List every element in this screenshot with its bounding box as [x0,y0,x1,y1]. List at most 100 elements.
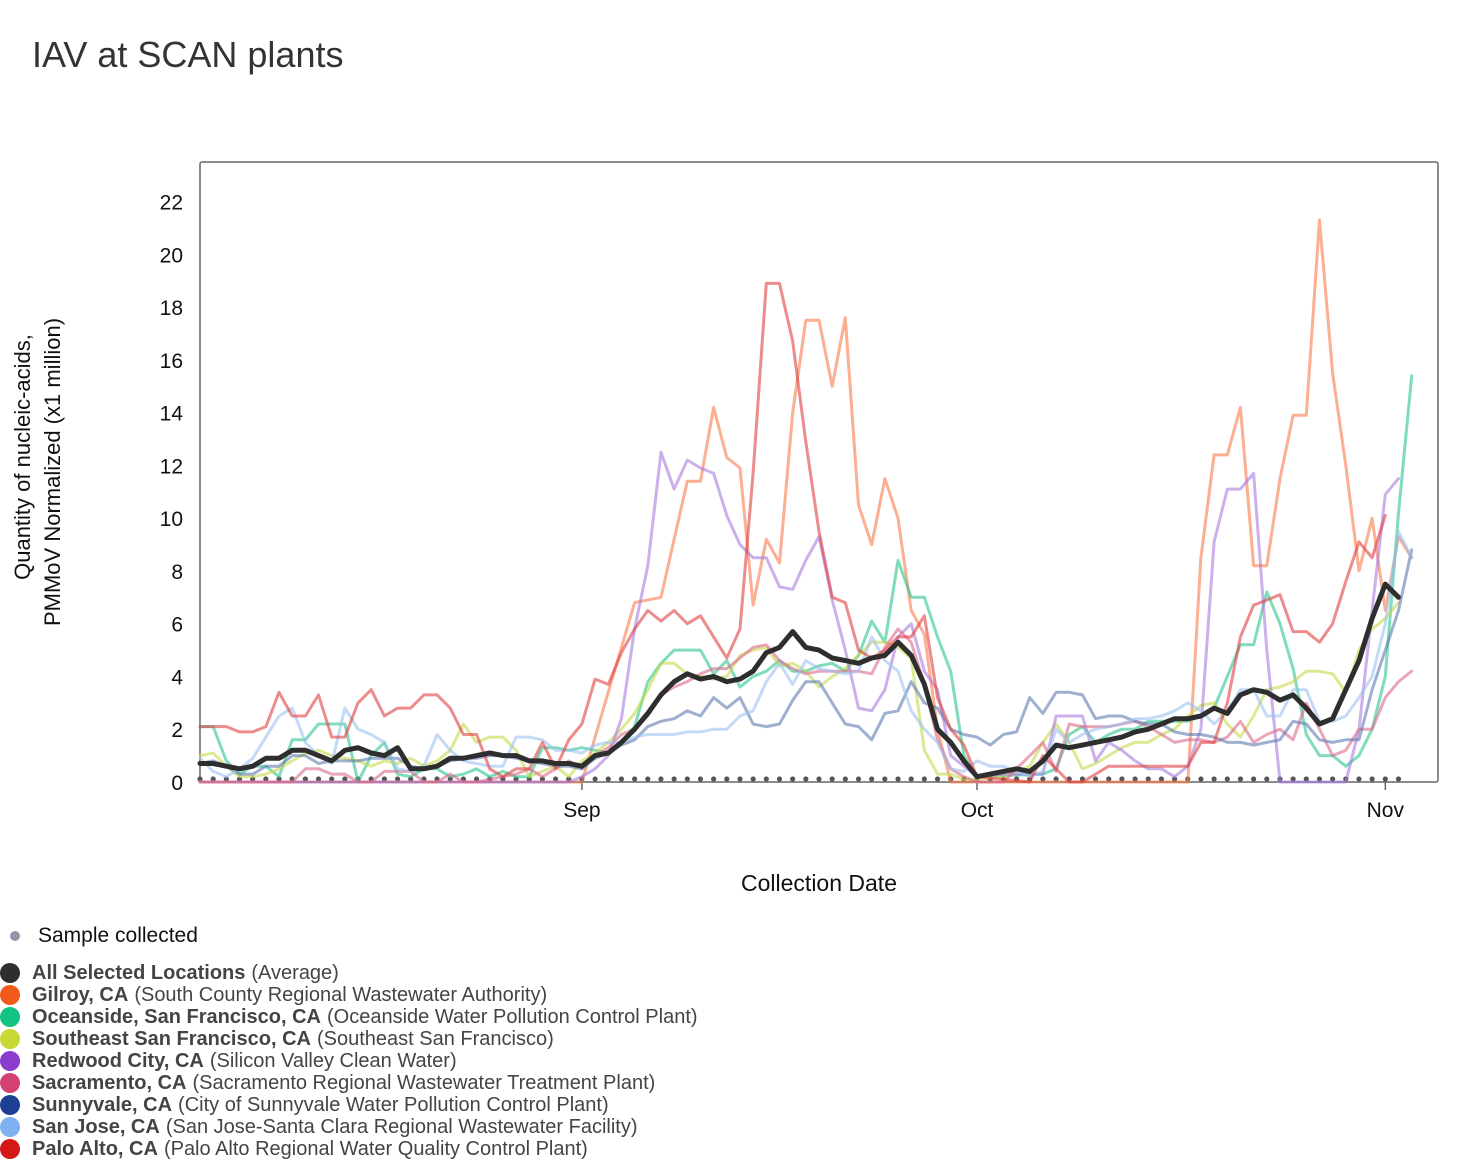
sample-collected-dot [895,776,901,782]
y-tick-label: 12 [160,455,183,478]
sample-collected-dot [803,776,809,782]
legend-swatch-icon [0,1051,20,1071]
legend-item-palo-alto-ca[interactable]: Palo Alto, CA (Palo Alto Regional Water Q… [0,1138,698,1160]
sample-collected-dot [658,776,664,782]
legend-swatch-icon [0,963,20,983]
sample-collected-dot [1264,776,1270,782]
sample-collected-dot [1171,776,1178,782]
plot-area [199,161,1439,783]
sample-collected-dot [790,776,796,782]
legend-location-detail: (San Jose-Santa Clara Regional Wastewate… [165,1116,638,1138]
y-tick-label: 6 [171,614,183,637]
sample-collected-dot [605,776,611,782]
y-tick-label: 18 [160,297,183,320]
sample-collected-dot [552,776,559,782]
x-tick-label: Oct [961,799,994,822]
y-tick-label: 10 [160,508,183,531]
sample-collected-dot [315,776,322,782]
y-tick-label: 22 [160,192,183,215]
series-line-palo-alto-ca[interactable] [198,281,1387,784]
sample-collected-dot [908,776,914,782]
legend-sample-collected[interactable]: Sample collected [10,922,198,950]
legend-location-detail: (Southeast San Francisco) [316,1028,554,1050]
legend-item-all-selected-locations[interactable]: All Selected Locations (Average) [0,962,698,984]
series-line-sunnyvale-ca[interactable] [198,548,1414,776]
sample-collected-dot [1158,776,1165,782]
line-chart: 0 2 4 6 8 10 12 14 16 18 20 22 Sep Oct Nov Quantity o… [10,161,1439,896]
sample-collected-dot [381,776,387,782]
legend-item-sunnyvale-ca[interactable]: Sunnyvale, CA (City of Sunnyvale Water Po… [0,1094,698,1116]
sample-collected-dot [1237,776,1244,782]
series-line-redwood-city-ca[interactable] [198,450,1400,784]
legend-location-detail: (Oceanside Water Pollution Control Plant… [327,1006,698,1028]
sample-collected-dot [1303,776,1309,782]
legend-location-name: San Jose, CA [32,1116,160,1138]
sample-collected-dot [210,776,216,782]
series-line-all-selected-locations[interactable] [197,581,1401,780]
sample-collected-dot [842,776,848,782]
legend-item-oceanside-san-francisco-ca[interactable]: Oceanside, San Francisco, CA (Oceanside W… [0,1006,698,1028]
y-tick-label: 2 [171,719,183,742]
sample-collected-dot [1224,776,1230,782]
legend-item-southeast-san-francisco-ca[interactable]: Southeast San Francisco, CA (Southeast Sa… [0,1028,698,1050]
legend-location-name: Oceanside, San Francisco, CA [32,1006,321,1028]
chart-title: IAV at SCAN plants [32,34,344,75]
sample-collected-dot [882,776,888,782]
sample-collected-dot [671,776,677,782]
legend-location-name: Gilroy, CA [32,984,129,1006]
legend-swatch-icon [0,985,20,1005]
sample-collected-dot [1211,776,1217,782]
legend-location-name: Palo Alto, CA [32,1138,158,1160]
x-tick-label: Sep [563,799,600,822]
series-lines [197,218,1414,784]
sample-collected-dot [1395,776,1402,782]
legend-location-name: All Selected Locations [32,962,246,984]
sample-collected-dot [1106,776,1112,782]
sample-collected-dot [1132,776,1138,782]
legend-item-gilroy-ca[interactable]: Gilroy, CA (South County Regional Wastewa… [0,984,698,1006]
y-tick-label: 0 [171,772,183,795]
sample-collected-dot [763,776,769,782]
legend-item-sacramento-ca[interactable]: Sacramento, CA (Sacramento Regional Waste… [0,1072,698,1094]
sample-collected-dot [750,776,756,782]
series-line-southeast-san-francisco-ca[interactable] [198,601,1400,781]
series-line-san-jose-ca[interactable] [198,529,1414,779]
sample-collected-dot [302,776,308,782]
legend-location-name: Sacramento, CA [32,1072,187,1094]
sample-collected-dot [342,776,348,782]
y-tick-label: 14 [160,403,184,426]
legend-item-san-jose-ca[interactable]: San Jose, CA (San Jose-Santa Clara Region… [0,1116,698,1138]
sample-collected-dot [1330,776,1336,782]
sample-collected-dot [816,776,822,782]
legend-swatch-icon [0,1117,20,1137]
sample-collected-dot [1356,776,1362,782]
series-line-gilroy-ca[interactable] [198,218,1414,784]
sample-collected-dot [1316,776,1323,782]
sample-collected-dot [776,776,783,782]
sample-collected-dot [829,776,835,782]
sample-collected-dot [539,776,546,782]
y-tick-label: 4 [171,666,183,689]
y-axis-label-line-2: PMMoV Normalized (x1 million) [40,318,65,626]
legend-list: All Selected Locations (Average) Gilroy, C… [0,962,698,1160]
x-tick-label: Nov [1367,799,1405,822]
sample-collected-dot [1369,776,1375,782]
sample-collected-dot [711,776,717,782]
legend-swatch-icon [0,1007,20,1027]
legend-location-detail: (Palo Alto Regional Water Quality Contro… [163,1138,588,1160]
legend-item-redwood-city-ca[interactable]: Redwood City, CA (Silicon Valley Clean Wa… [0,1050,698,1072]
sample-collected-dot [869,776,875,782]
sample-collected-dot [1198,776,1204,782]
sample-collected-dot [394,776,401,782]
sample-collected-dot [697,776,704,782]
sample-markers [197,776,1402,782]
sample-collected-dot [1382,776,1388,782]
x-axis: Sep Oct Nov [563,782,1404,822]
sample-collected-dot [592,776,598,782]
sample-collected-dot [724,776,730,782]
legend-location-detail: (Sacramento Regional Wastewater Treatmen… [192,1072,656,1094]
legend-location-detail: (Average) [251,962,339,984]
y-axis-label-line-1: Quantity of nucleic-acids, [10,334,35,580]
legend-swatch-icon [0,1139,20,1159]
legend-sample-label: Sample collected [38,924,198,947]
